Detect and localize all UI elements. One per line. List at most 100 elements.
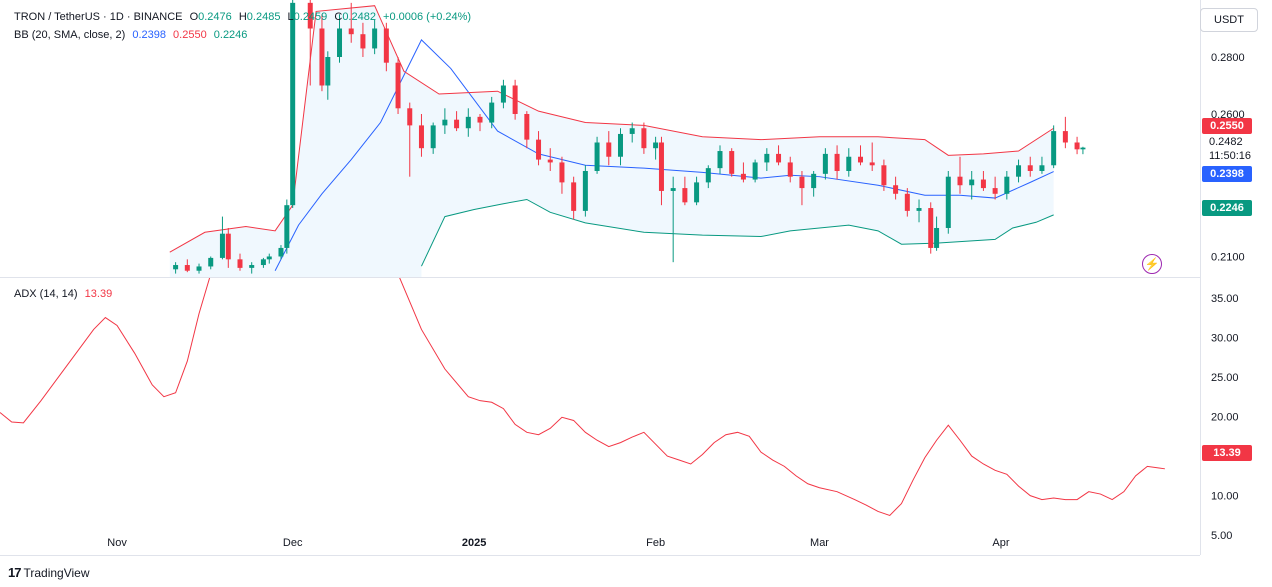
bb-legend-label[interactable]: BB (20, SMA, close, 2) [14, 29, 126, 41]
candle[interactable] [372, 19, 378, 55]
candle[interactable] [489, 96, 495, 129]
candle[interactable] [536, 131, 542, 166]
candle[interactable] [360, 22, 366, 57]
candle[interactable] [571, 176, 577, 220]
candle[interactable] [916, 199, 922, 223]
candle[interactable] [278, 245, 284, 260]
candle-body [617, 133, 623, 157]
candle[interactable] [442, 108, 448, 134]
candle[interactable] [582, 165, 588, 217]
tradingview-brand[interactable]: 17 TradingView [8, 565, 90, 580]
candle[interactable] [407, 102, 413, 177]
bb-legend[interactable]: BB (20, SMA, close, 2) 0.2398 0.2550 0.2… [14, 29, 251, 41]
candle[interactable] [881, 159, 887, 191]
candle[interactable] [682, 176, 688, 206]
bb-lower-line[interactable] [421, 198, 1054, 267]
symbol-legend[interactable]: TRON / TetherUS · 1D · BINANCE O0.2476 H… [14, 11, 475, 23]
candle[interactable] [454, 111, 460, 132]
candle[interactable] [629, 122, 635, 143]
candle[interactable] [945, 170, 951, 234]
candle[interactable] [383, 22, 389, 72]
candle[interactable] [658, 136, 664, 206]
candle[interactable] [934, 216, 940, 251]
candle[interactable] [670, 176, 676, 263]
candle[interactable] [208, 256, 214, 270]
candle[interactable] [857, 145, 863, 166]
candle[interactable] [617, 128, 623, 166]
candle[interactable] [834, 145, 840, 180]
candle[interactable] [904, 188, 910, 217]
candle[interactable] [225, 227, 231, 268]
candle[interactable] [1004, 170, 1010, 200]
candle[interactable] [307, 0, 313, 86]
candle[interactable] [196, 263, 202, 274]
bb-upper-line[interactable] [169, 5, 1054, 253]
candle[interactable] [266, 253, 272, 264]
candle[interactable] [319, 14, 325, 92]
candle[interactable] [606, 131, 612, 166]
candle[interactable] [969, 170, 975, 200]
candle[interactable] [1016, 159, 1022, 183]
adx-legend-label[interactable]: ADX (14, 14) [14, 288, 78, 300]
candle[interactable] [594, 136, 600, 174]
candle[interactable] [776, 145, 782, 166]
candle[interactable] [559, 156, 565, 194]
candle[interactable] [653, 136, 659, 160]
candle[interactable] [184, 259, 190, 273]
candle-body [360, 34, 366, 49]
candle[interactable] [846, 148, 852, 177]
candle[interactable] [1080, 146, 1086, 155]
candle[interactable] [1027, 156, 1033, 177]
candle[interactable] [395, 56, 401, 114]
candle[interactable] [717, 145, 723, 174]
candle[interactable] [430, 122, 436, 154]
candle[interactable] [799, 170, 805, 206]
symbol-title[interactable]: TRON / TetherUS · 1D · BINANCE [14, 11, 183, 23]
lightning-icon[interactable]: ⚡ [1142, 254, 1162, 274]
candle[interactable] [237, 253, 243, 271]
candle[interactable] [1039, 156, 1045, 174]
candle[interactable] [764, 148, 770, 171]
candle[interactable] [752, 159, 758, 183]
currency-button[interactable]: USDT [1200, 8, 1258, 32]
candle[interactable] [500, 79, 506, 109]
candle[interactable] [477, 113, 483, 132]
candle[interactable] [284, 199, 290, 254]
candle[interactable] [249, 262, 255, 274]
candle[interactable] [418, 113, 424, 157]
candle[interactable] [1051, 125, 1057, 169]
candle[interactable] [729, 148, 735, 177]
candle[interactable] [992, 176, 998, 200]
candle[interactable] [260, 257, 266, 268]
candle[interactable] [337, 14, 343, 63]
candle[interactable] [325, 51, 331, 100]
candle[interactable] [1074, 136, 1080, 155]
candle[interactable] [869, 142, 875, 171]
candle[interactable] [173, 262, 179, 274]
price-pane[interactable] [169, 0, 1086, 282]
candle[interactable] [219, 216, 225, 260]
candle[interactable] [641, 122, 647, 154]
candle[interactable] [512, 79, 518, 120]
candle[interactable] [290, 0, 296, 209]
adx-pane[interactable] [0, 274, 1165, 517]
candle[interactable] [787, 156, 793, 183]
candle[interactable] [980, 170, 986, 191]
adx-legend[interactable]: ADX (14, 14) 13.39 [14, 288, 116, 300]
candle[interactable] [547, 148, 553, 171]
candle[interactable] [1062, 116, 1068, 149]
candle[interactable] [694, 176, 700, 206]
candle[interactable] [893, 176, 899, 200]
candle[interactable] [348, 2, 354, 43]
candle[interactable] [705, 165, 711, 189]
candle[interactable] [822, 148, 828, 180]
adx-line[interactable] [0, 274, 1165, 517]
candle[interactable] [740, 162, 746, 183]
candle[interactable] [957, 156, 963, 194]
candle[interactable] [524, 111, 530, 149]
candle[interactable] [928, 202, 934, 254]
candle[interactable] [465, 108, 471, 137]
time-axis[interactable]: Nov Dec 2025 Feb Mar Apr [107, 537, 1010, 549]
candle[interactable] [811, 170, 817, 197]
